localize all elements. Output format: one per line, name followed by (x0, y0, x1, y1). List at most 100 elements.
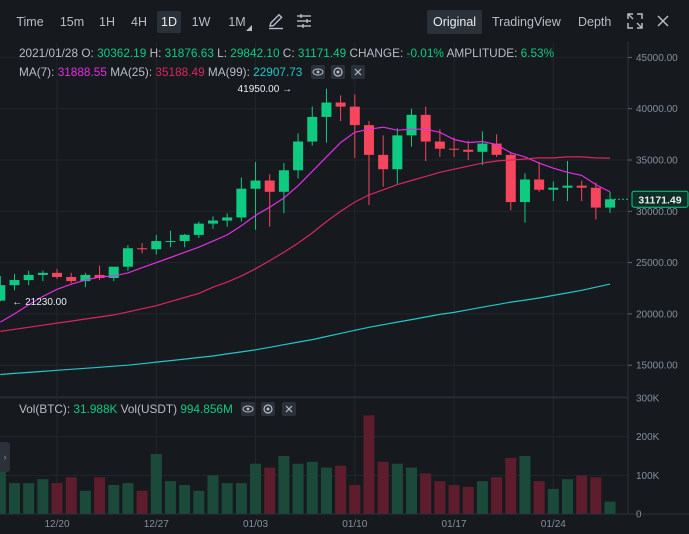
fullscreen-icon[interactable] (625, 11, 645, 31)
candle-body (278, 170, 289, 192)
candle-body (562, 185, 573, 188)
gear-icon (333, 67, 343, 77)
legend-low-value: 29842.10 (230, 46, 280, 60)
moving-averages (0, 126, 611, 376)
candle-body (434, 141, 445, 149)
eye-icon (242, 405, 254, 413)
ma-legend: MA(7): 31888.55 MA(25): 35188.49 MA(99):… (19, 64, 366, 80)
candle-body (9, 280, 20, 286)
volume-bar (590, 477, 602, 514)
volume-bar (108, 485, 120, 514)
volume-bar (434, 481, 446, 514)
timeframe-1m[interactable]: 1M (228, 15, 246, 29)
x-tick-label: 12/27 (144, 519, 169, 530)
timeframe-1h[interactable]: 1H (99, 15, 115, 29)
candle (406, 108, 417, 147)
candle (122, 245, 133, 271)
legend-amplitude-value: 6.53% (520, 46, 555, 60)
candle (0, 275, 6, 302)
timeframe-4h[interactable]: 4H (131, 15, 147, 29)
candle (307, 106, 318, 146)
timeframe-time[interactable]: Time (16, 15, 44, 29)
view-original[interactable]: Original (427, 10, 483, 34)
candle (434, 129, 445, 157)
candle (66, 272, 77, 284)
volume-bar (65, 477, 77, 514)
candle-body (519, 179, 530, 203)
candle-body (80, 274, 91, 282)
vol-visibility-toggle[interactable] (241, 401, 256, 416)
ma25-value: 35188.49 (155, 65, 205, 79)
candle-body (222, 217, 233, 221)
volume-bar (533, 481, 545, 514)
ma-visibility-toggle[interactable] (310, 64, 325, 79)
chart-toolbar: Time 15m 1H 4H 1D 1W 1M Original Trading… (0, 0, 689, 42)
volume-bar (547, 488, 559, 514)
candle (37, 270, 48, 282)
indicator-settings-icon[interactable] (294, 11, 314, 31)
candle-body (335, 102, 346, 107)
ma99-value: 22907.73 (253, 65, 303, 79)
candle-body (363, 125, 374, 155)
candle (420, 106, 431, 162)
volume-bar (604, 501, 616, 514)
candle-body (605, 199, 616, 208)
volume-bar (562, 479, 573, 514)
volume-bar (8, 483, 20, 514)
view-tradingview[interactable]: TradingView (492, 15, 561, 29)
candle (165, 230, 176, 248)
timeframe-1w[interactable]: 1W (191, 15, 211, 29)
candle-body (0, 285, 6, 301)
legend-change-label: CHANGE: (349, 46, 404, 60)
candle (23, 270, 34, 286)
candle-body (151, 241, 162, 250)
view-depth[interactable]: Depth (578, 15, 612, 29)
x-tick-label: 01/10 (342, 519, 367, 530)
candle-body (406, 114, 417, 136)
candle (236, 177, 247, 222)
volume-bar (278, 456, 290, 514)
candle (477, 131, 488, 166)
timeframe-1d[interactable]: 1D (157, 11, 181, 33)
candle-body (576, 185, 587, 188)
ma-remove-button[interactable] (351, 64, 366, 79)
legend-high-label: H: (149, 46, 162, 60)
candle-body (463, 149, 474, 152)
dropdown-corner-icon[interactable] (246, 25, 252, 31)
pencil-icon[interactable] (266, 11, 286, 31)
candle (179, 233, 190, 248)
volume-bar (292, 463, 304, 514)
close-icon (354, 68, 362, 76)
volume-bar (179, 485, 191, 514)
y-tick-label: 20000.00 (636, 309, 678, 320)
timeframe-15m[interactable]: 15m (59, 15, 85, 29)
volume-bar (264, 467, 276, 514)
volume-bar (335, 465, 347, 514)
vol-btc-label: Vol(BTC): (19, 402, 71, 416)
vol-remove-button[interactable] (281, 401, 296, 416)
ma25-label: MA(25): (110, 65, 153, 79)
volume-legend: Vol(BTC): 31.988K Vol(USDT) 994.856M (19, 401, 296, 417)
candle-body (236, 188, 247, 218)
candle-body (491, 143, 502, 155)
legend-close-value: 31171.49 (297, 46, 347, 60)
volume-bar (320, 467, 332, 514)
volume-bar (136, 490, 148, 514)
volume-bars (0, 415, 616, 514)
vol-settings-button[interactable] (261, 401, 276, 416)
volume-bar (94, 477, 106, 514)
candle-body (250, 180, 261, 189)
expand-panel-button[interactable]: › (0, 442, 10, 472)
volume-bar (349, 485, 361, 514)
last-price-tag (631, 190, 689, 208)
candle-body (378, 154, 389, 170)
close-icon[interactable] (653, 11, 673, 31)
ma-settings-button[interactable] (330, 64, 345, 79)
volume-bar (23, 483, 35, 514)
volume-bar (363, 415, 375, 514)
legend-change-value: -0.01% (406, 46, 444, 60)
candle-body (590, 187, 601, 208)
candle (250, 162, 261, 230)
volume-bar (122, 483, 134, 514)
